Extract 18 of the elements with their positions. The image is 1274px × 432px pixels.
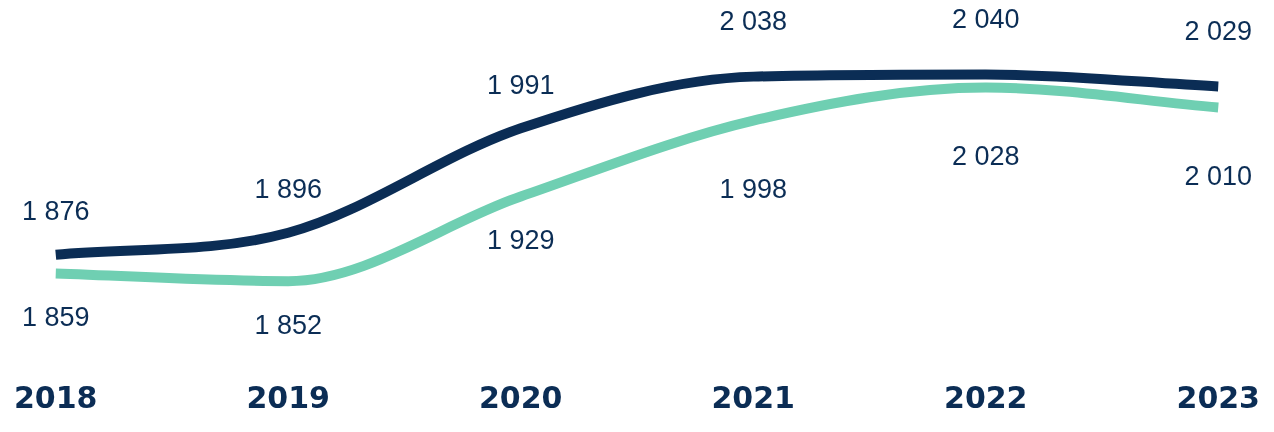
- data-label: 1 896: [254, 174, 323, 205]
- data-label: 1 929: [486, 224, 555, 255]
- data-label: 2 038: [719, 6, 788, 37]
- data-label: 2 040: [951, 3, 1020, 34]
- data-label: 1 991: [486, 69, 555, 100]
- x-tick-label: 2020: [479, 379, 563, 415]
- x-tick-label: 2022: [944, 379, 1028, 415]
- data-label: 2 028: [951, 141, 1020, 172]
- data-label: 1 876: [21, 196, 90, 227]
- x-tick-label: 2018: [14, 379, 98, 415]
- data-label: 1 998: [719, 174, 788, 205]
- data-label: 1 852: [254, 309, 323, 340]
- data-label: 2 010: [1184, 160, 1253, 191]
- x-tick-label: 2019: [246, 379, 330, 415]
- x-tick-label: 2021: [711, 379, 795, 415]
- data-label: 2 029: [1184, 15, 1253, 46]
- x-tick-label: 2023: [1176, 379, 1260, 415]
- data-label: 1 859: [21, 301, 90, 332]
